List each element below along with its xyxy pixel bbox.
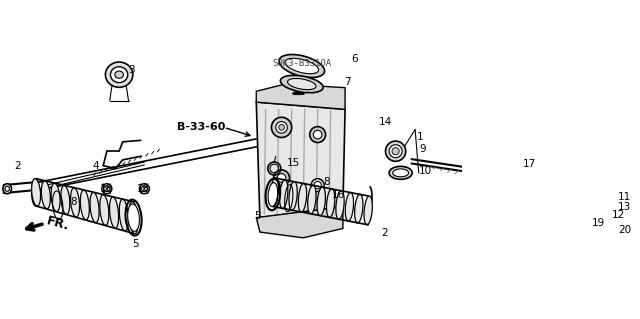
Text: 6: 6 (351, 54, 358, 64)
Ellipse shape (90, 192, 99, 223)
Ellipse shape (311, 179, 324, 192)
Text: 18: 18 (100, 184, 113, 194)
Ellipse shape (594, 216, 605, 228)
Ellipse shape (274, 170, 289, 186)
Ellipse shape (326, 189, 335, 218)
Ellipse shape (314, 130, 322, 139)
Text: 18: 18 (137, 184, 150, 194)
Ellipse shape (279, 55, 324, 78)
Ellipse shape (588, 227, 596, 234)
Ellipse shape (298, 183, 307, 212)
Ellipse shape (80, 190, 90, 220)
Ellipse shape (100, 195, 109, 226)
Text: S0K3-B3310A: S0K3-B3310A (273, 59, 332, 68)
Text: 16: 16 (332, 189, 346, 199)
Ellipse shape (102, 184, 112, 194)
Text: 7: 7 (344, 77, 350, 87)
Ellipse shape (317, 187, 325, 216)
Ellipse shape (289, 182, 297, 210)
Polygon shape (256, 84, 345, 109)
Ellipse shape (385, 141, 406, 161)
Polygon shape (256, 102, 345, 218)
Ellipse shape (392, 148, 399, 155)
Ellipse shape (271, 117, 292, 137)
Text: 20: 20 (618, 225, 631, 235)
Ellipse shape (308, 185, 316, 214)
Text: 2: 2 (381, 228, 388, 238)
Text: 5: 5 (254, 211, 260, 221)
Ellipse shape (278, 124, 284, 130)
Text: 12: 12 (612, 211, 625, 220)
Ellipse shape (51, 183, 60, 211)
Ellipse shape (345, 192, 353, 221)
Ellipse shape (277, 174, 286, 182)
Text: 4: 4 (92, 161, 99, 171)
Ellipse shape (61, 186, 70, 214)
Ellipse shape (393, 169, 408, 177)
Ellipse shape (596, 218, 604, 226)
Text: 5: 5 (132, 239, 139, 249)
Ellipse shape (310, 127, 326, 143)
Ellipse shape (3, 184, 12, 194)
Text: 8: 8 (323, 176, 330, 187)
Text: 11: 11 (618, 192, 631, 202)
Ellipse shape (513, 176, 524, 184)
Ellipse shape (515, 177, 522, 183)
Text: B-33-60: B-33-60 (177, 122, 225, 132)
Ellipse shape (70, 188, 79, 217)
Text: 14: 14 (379, 117, 392, 127)
Ellipse shape (280, 180, 288, 209)
Ellipse shape (270, 178, 278, 207)
Polygon shape (256, 207, 343, 238)
Ellipse shape (31, 179, 40, 206)
Ellipse shape (364, 196, 372, 225)
Ellipse shape (111, 67, 128, 83)
Text: 3: 3 (129, 65, 135, 75)
Ellipse shape (115, 71, 124, 78)
Ellipse shape (285, 58, 319, 74)
Polygon shape (592, 212, 608, 218)
Ellipse shape (5, 186, 10, 191)
Text: 1: 1 (417, 132, 423, 142)
Ellipse shape (389, 166, 412, 179)
Ellipse shape (588, 192, 610, 212)
Ellipse shape (592, 195, 607, 209)
Ellipse shape (104, 186, 109, 192)
Ellipse shape (336, 190, 344, 219)
Text: 13: 13 (618, 202, 631, 212)
Ellipse shape (109, 197, 118, 228)
Ellipse shape (280, 75, 323, 93)
Text: 9: 9 (419, 144, 426, 154)
Ellipse shape (106, 62, 133, 87)
Text: 10: 10 (419, 167, 432, 176)
Text: FR.: FR. (45, 214, 70, 233)
Text: 2: 2 (15, 161, 21, 171)
Ellipse shape (42, 181, 51, 209)
Ellipse shape (355, 194, 363, 223)
Ellipse shape (129, 201, 138, 234)
Ellipse shape (389, 145, 402, 158)
Ellipse shape (140, 184, 149, 194)
Text: 19: 19 (592, 219, 605, 228)
Ellipse shape (268, 183, 278, 206)
Ellipse shape (287, 78, 316, 90)
Ellipse shape (119, 199, 129, 231)
Ellipse shape (127, 204, 140, 231)
Text: 17: 17 (523, 159, 536, 169)
Ellipse shape (141, 186, 147, 192)
Text: 15: 15 (287, 159, 300, 168)
Text: 8: 8 (71, 197, 77, 207)
Ellipse shape (276, 122, 287, 133)
Ellipse shape (314, 182, 321, 189)
